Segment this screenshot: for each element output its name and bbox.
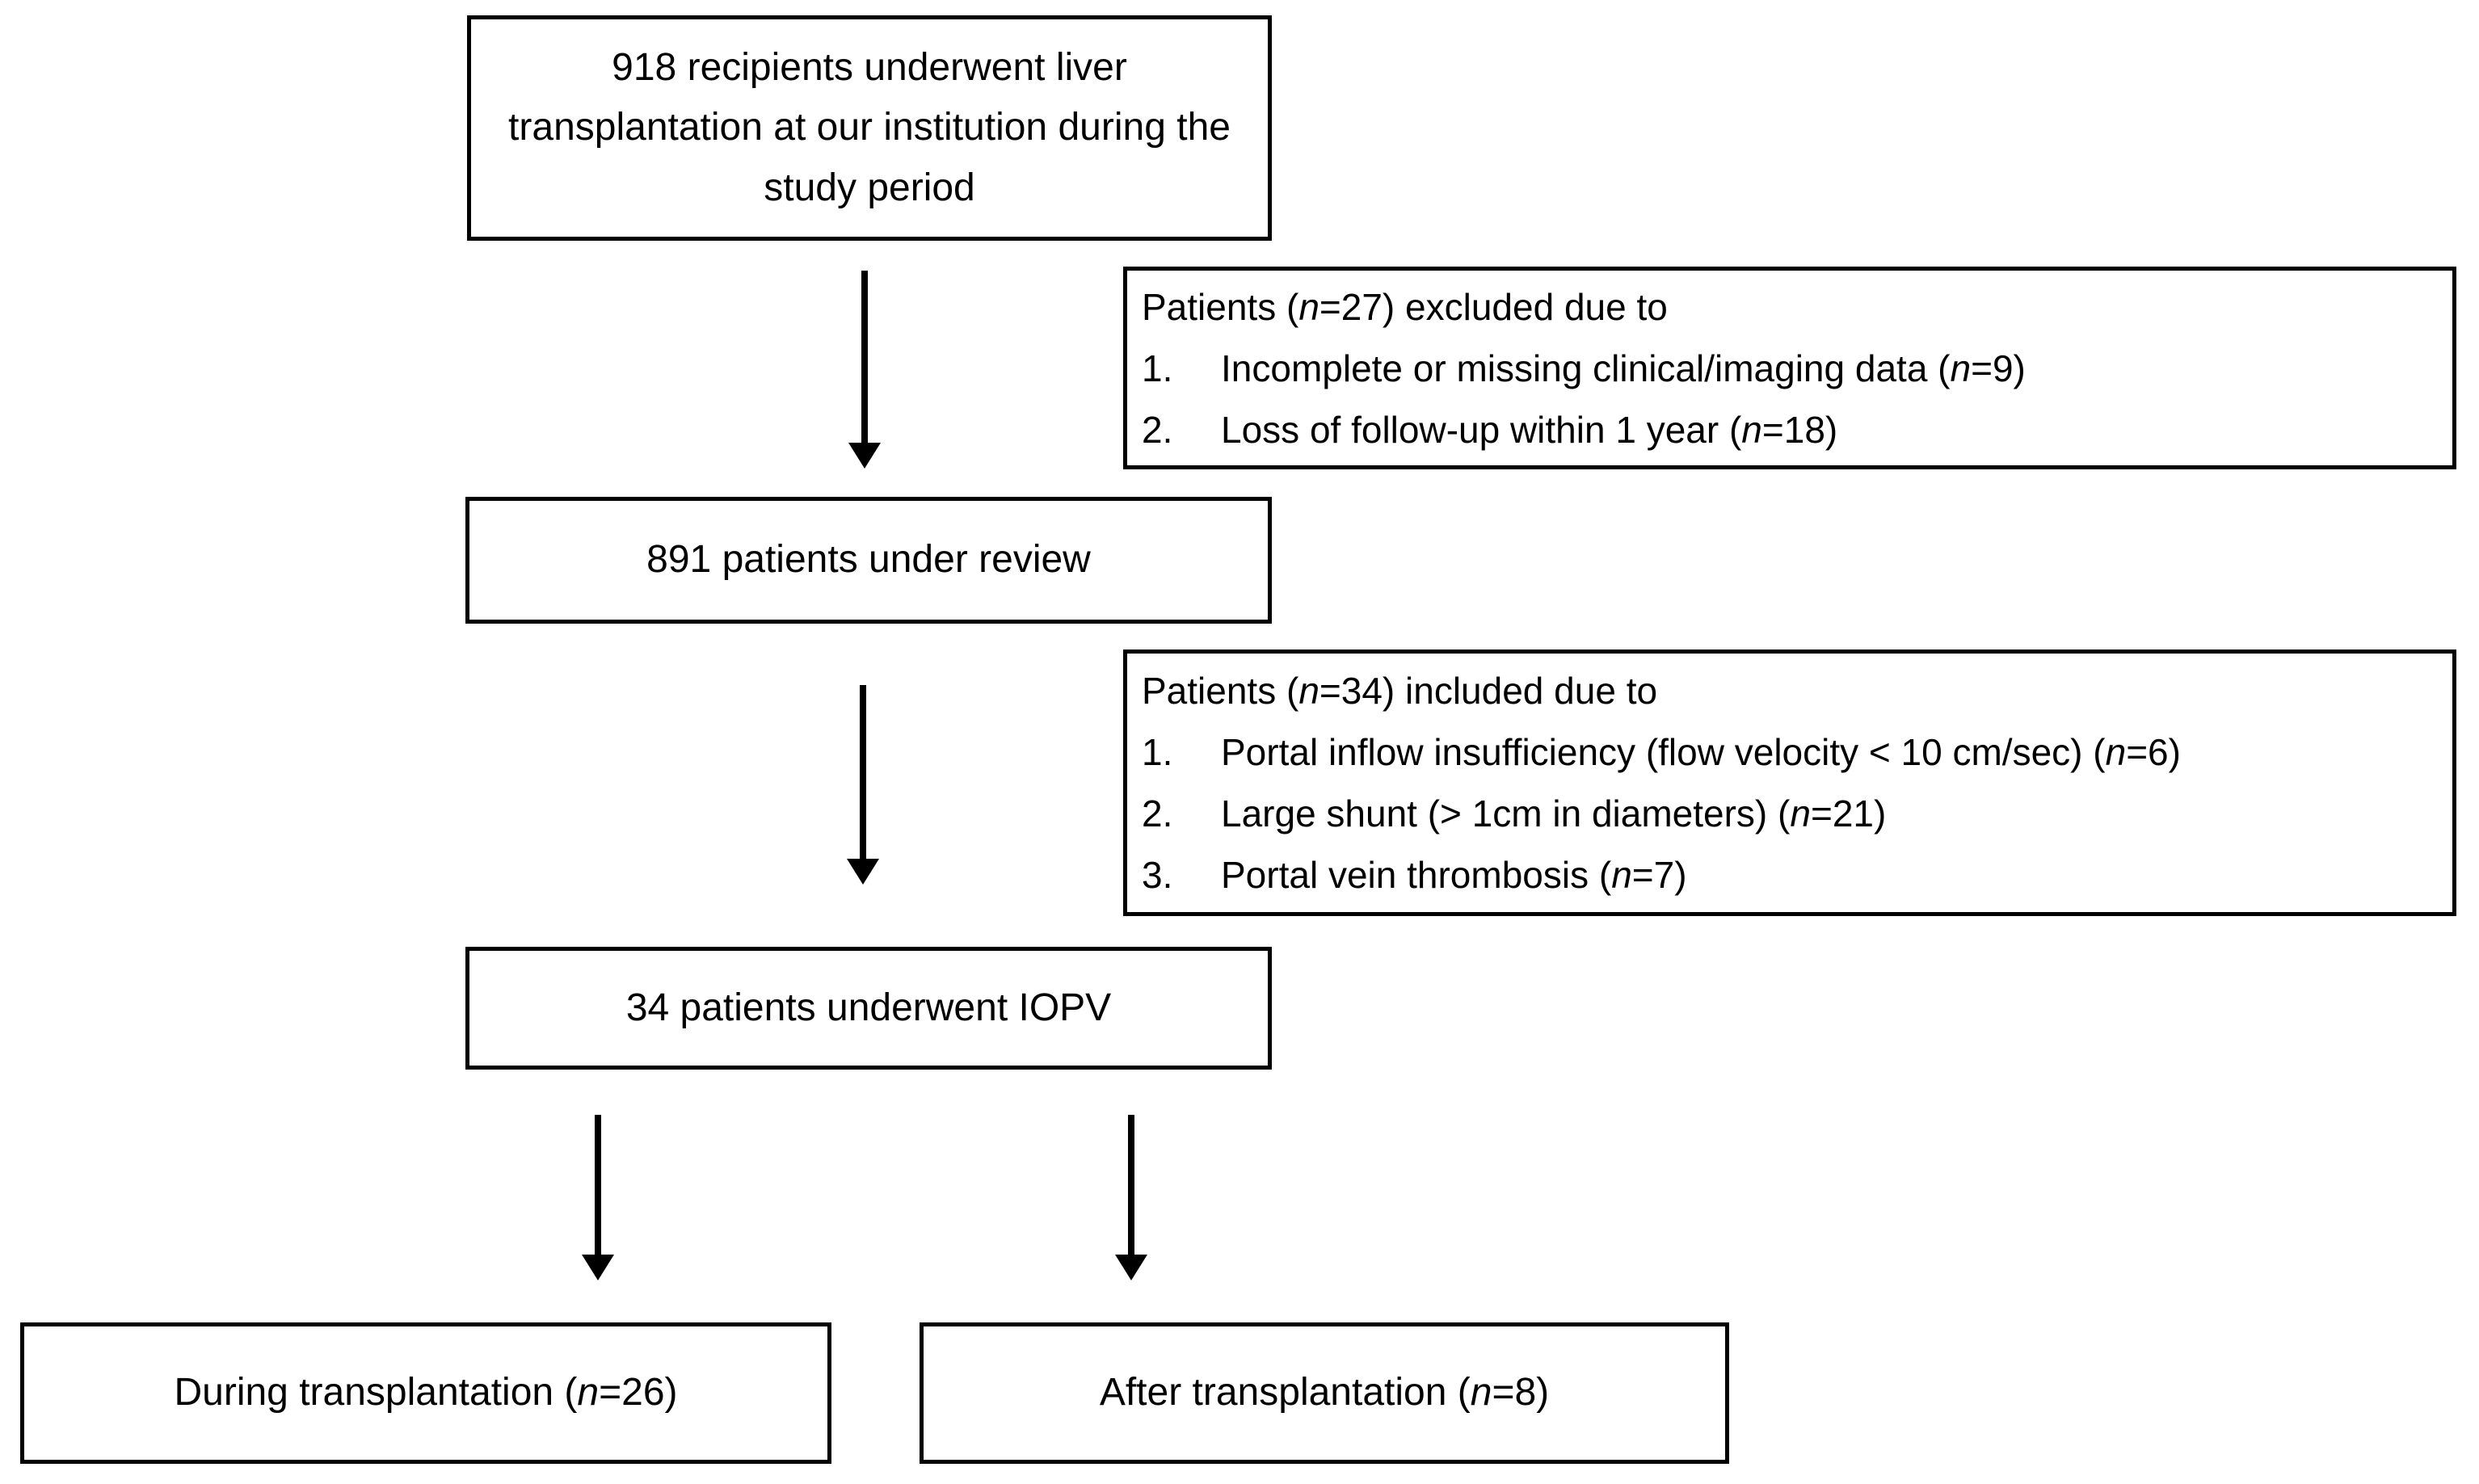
- text-segment: =27) excluded due to: [1319, 285, 1668, 328]
- item-text: Incomplete or missing clinical/imaging d…: [1221, 338, 2026, 399]
- text-segment: =26): [599, 1371, 678, 1415]
- arrow-top-to-review: [848, 271, 881, 469]
- item-text: Loss of follow-up within 1 year (n=18): [1221, 399, 1837, 460]
- text-segment: Patients (: [1142, 285, 1299, 328]
- item-text: Portal inflow insufficiency (flow veloci…: [1221, 721, 2181, 783]
- included-header: Patients (n=34) included due to: [1142, 660, 2436, 721]
- text-segment: After transplantation (: [1099, 1371, 1471, 1415]
- arrow-shaft: [595, 1115, 601, 1255]
- box-under-review: 891 patients under review: [465, 497, 1272, 624]
- included-item-2: 2. Large shunt (> 1cm in diameters) (n=2…: [1142, 783, 2436, 844]
- italic-n: n: [1611, 854, 1632, 896]
- box-included-patients: Patients (n=34) included due to 1. Porta…: [1123, 650, 2456, 916]
- arrow-head-icon: [1115, 1255, 1147, 1280]
- included-item-1: 1. Portal inflow insufficiency (flow vel…: [1142, 721, 2436, 783]
- item-number: 2.: [1142, 792, 1173, 834]
- box-after-transplantation: After transplantation (n=8): [920, 1322, 1729, 1464]
- arrow-iopv-to-after: [1115, 1115, 1147, 1280]
- italic-n: n: [1790, 792, 1811, 834]
- text-segment: Loss of follow-up within 1 year (: [1221, 408, 1742, 451]
- text-segment: Incomplete or missing clinical/imaging d…: [1221, 347, 1951, 389]
- text-segment: =7): [1631, 854, 1687, 896]
- text-segment: =18): [1761, 408, 1838, 451]
- item-text: Portal vein thrombosis (n=7): [1221, 844, 1687, 906]
- arrow-head-icon: [847, 859, 879, 885]
- item-number: 1.: [1142, 347, 1173, 389]
- box-after-transplantation-text: After transplantation (n=8): [1100, 1363, 1549, 1423]
- arrow-head-icon: [582, 1255, 614, 1280]
- box-excluded-patients: Patients (n=27) excluded due to 1. Incom…: [1123, 267, 2456, 469]
- italic-n: n: [1470, 1371, 1492, 1415]
- box-under-review-text: 891 patients under review: [646, 538, 1091, 582]
- text-segment: Portal inflow insufficiency (flow veloci…: [1221, 731, 2106, 773]
- arrow-review-to-iopv: [847, 685, 879, 885]
- arrow-head-icon: [848, 443, 881, 469]
- box-recipients: 918 recipients underwent liver transplan…: [467, 15, 1272, 241]
- italic-n: n: [1298, 285, 1319, 328]
- text-segment: Large shunt (> 1cm in diameters) (: [1221, 792, 1791, 834]
- box-underwent-iopv-text: 34 patients underwent IOPV: [625, 986, 1112, 1029]
- item-number: 3.: [1142, 854, 1173, 896]
- italic-n: n: [2105, 731, 2127, 773]
- excluded-header: Patients (n=27) excluded due to: [1142, 276, 2436, 338]
- text-segment: =34) included due to: [1319, 670, 1658, 712]
- italic-n: n: [577, 1371, 600, 1415]
- excluded-item-2: 2. Loss of follow-up within 1 year (n=18…: [1142, 399, 2436, 460]
- arrow-shaft: [860, 685, 866, 859]
- arrow-iopv-to-during: [582, 1115, 614, 1280]
- italic-n: n: [1950, 347, 1972, 389]
- arrow-shaft: [861, 271, 868, 443]
- box-during-transplantation: During transplantation (n=26): [20, 1322, 831, 1464]
- included-item-3: 3. Portal vein thrombosis (n=7): [1142, 844, 2436, 906]
- arrow-shaft: [1128, 1115, 1134, 1255]
- text-segment: =8): [1492, 1371, 1550, 1415]
- excluded-item-1: 1. Incomplete or missing clinical/imagin…: [1142, 338, 2436, 399]
- box-during-transplantation-text: During transplantation (n=26): [174, 1363, 677, 1423]
- text-segment: =6): [2126, 731, 2181, 773]
- italic-n: n: [1298, 670, 1319, 712]
- text-segment: Patients (: [1142, 670, 1299, 712]
- item-text: Large shunt (> 1cm in diameters) (n=21): [1221, 783, 1886, 844]
- item-number: 1.: [1142, 731, 1173, 773]
- text-segment: =9): [1971, 347, 2026, 389]
- italic-n: n: [1741, 408, 1762, 451]
- text-segment: During transplantation (: [174, 1371, 578, 1415]
- text-segment: =21): [1810, 792, 1887, 834]
- item-number: 2.: [1142, 408, 1173, 451]
- box-recipients-text: 918 recipients underwent liver transplan…: [508, 45, 1231, 209]
- text-segment: Portal vein thrombosis (: [1221, 854, 1612, 896]
- box-underwent-iopv: 34 patients underwent IOPV: [465, 947, 1272, 1070]
